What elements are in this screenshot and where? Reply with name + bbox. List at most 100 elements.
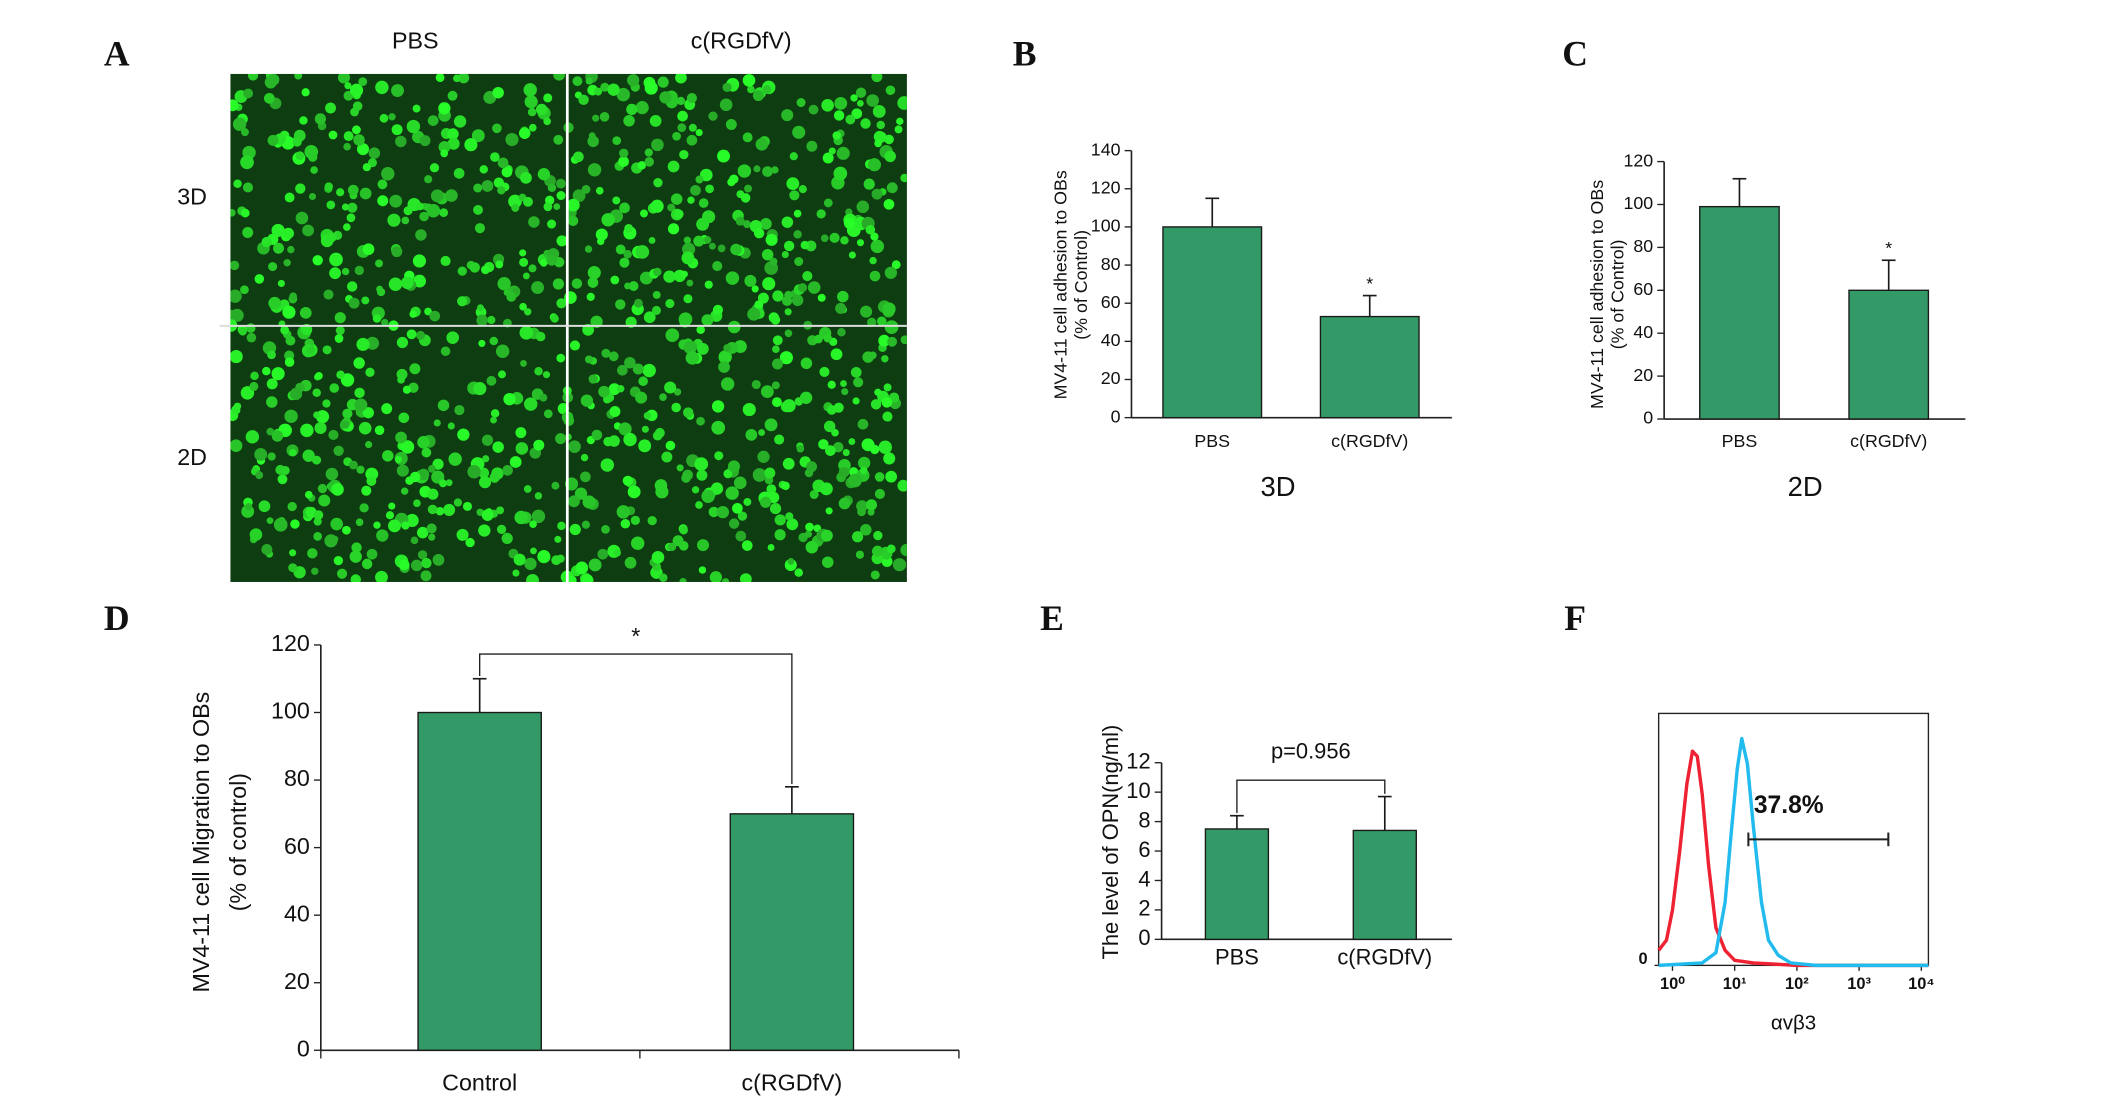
cell	[388, 519, 401, 533]
cell	[794, 257, 804, 267]
cell	[883, 383, 892, 392]
cell	[723, 469, 733, 479]
cell	[739, 573, 752, 582]
cell	[667, 542, 677, 552]
panel-label: B	[1013, 34, 1037, 74]
cell	[474, 223, 486, 234]
cell	[428, 533, 436, 541]
cell	[825, 507, 833, 515]
cell	[416, 526, 429, 539]
cell	[870, 239, 885, 254]
cell	[786, 518, 799, 531]
cell	[857, 418, 869, 430]
cell	[406, 329, 417, 340]
cell	[881, 397, 893, 408]
cell	[869, 256, 877, 265]
cell	[721, 578, 730, 582]
cell	[683, 294, 693, 304]
cell	[638, 376, 648, 387]
cell	[840, 236, 849, 245]
cell	[742, 402, 756, 417]
cell	[873, 130, 886, 143]
cell	[288, 563, 298, 573]
x-axis-label: 3D	[1260, 471, 1295, 502]
cell	[643, 311, 656, 324]
cell	[347, 184, 359, 196]
cell	[603, 436, 613, 447]
cell	[266, 427, 275, 436]
cell	[395, 431, 407, 444]
cell	[696, 416, 705, 426]
cell	[313, 531, 323, 541]
cell	[547, 183, 557, 192]
cell	[753, 227, 765, 239]
cell	[782, 295, 793, 307]
cell	[519, 257, 529, 267]
cell	[637, 161, 647, 170]
cell	[886, 544, 896, 554]
cell	[632, 363, 644, 375]
cell	[410, 559, 423, 572]
cell	[487, 315, 496, 325]
cell	[308, 152, 318, 162]
cell	[679, 149, 689, 160]
cell	[808, 104, 819, 115]
cell	[539, 393, 548, 402]
cell	[582, 495, 596, 509]
cell	[573, 151, 584, 163]
cell	[495, 344, 510, 358]
cell	[883, 452, 896, 465]
cell	[376, 285, 383, 293]
cell	[230, 350, 243, 364]
cell	[271, 367, 285, 381]
cell	[366, 548, 378, 560]
x-tick-label: 10⁴	[1908, 975, 1934, 993]
bar	[417, 711, 542, 1051]
cell	[615, 299, 626, 310]
cell	[512, 569, 520, 577]
cell	[490, 409, 500, 418]
cell	[312, 388, 321, 397]
cell	[528, 123, 537, 132]
cell	[419, 211, 429, 222]
cell	[481, 265, 490, 275]
cell	[752, 468, 767, 482]
cell	[850, 94, 858, 102]
cell	[779, 351, 793, 365]
cell	[711, 420, 726, 435]
cell	[897, 479, 907, 492]
cell	[572, 189, 586, 203]
cell	[555, 178, 566, 189]
cell	[523, 83, 537, 97]
cell	[361, 485, 372, 496]
cell	[267, 452, 276, 461]
cell	[478, 339, 486, 347]
y-tick-label: 8	[1138, 807, 1150, 832]
cell	[446, 331, 459, 344]
cell	[426, 523, 437, 534]
cell	[359, 503, 369, 513]
cell	[427, 504, 438, 515]
cell	[375, 259, 383, 268]
cell	[885, 470, 898, 483]
cell	[696, 539, 710, 552]
cell	[233, 179, 242, 189]
cell	[266, 517, 274, 525]
cell	[800, 240, 810, 250]
cell	[659, 91, 672, 104]
cell	[415, 330, 426, 340]
cell	[280, 465, 290, 476]
x-tick-label: Control	[442, 1070, 517, 1096]
cell	[860, 524, 872, 536]
cell	[857, 507, 866, 517]
cell	[533, 439, 545, 451]
cell	[396, 336, 409, 349]
cell	[284, 357, 295, 367]
cell	[348, 297, 360, 309]
cell	[764, 467, 776, 479]
cell	[630, 515, 641, 525]
cell	[873, 530, 883, 541]
cell	[515, 442, 529, 455]
cell	[427, 115, 439, 126]
cell	[277, 474, 288, 485]
